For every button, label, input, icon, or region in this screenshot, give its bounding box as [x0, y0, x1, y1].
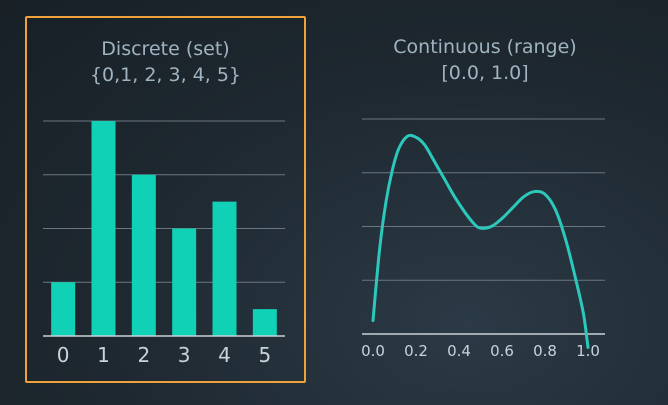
x-tick-label: 4 [218, 343, 231, 367]
x-tick-label: 5 [258, 343, 271, 367]
bar-2 [131, 174, 156, 336]
x-tick-label: 0.2 [404, 342, 428, 360]
bar-3 [172, 228, 197, 336]
density-curve [371, 133, 590, 349]
x-tick-label: 0.4 [447, 342, 471, 360]
continuous-line-chart: 0.0 0.2 0.4 0.6 0.8 1.0 [361, 118, 605, 360]
x-tick-label: 0 [57, 343, 70, 367]
continuous-chart-panel: Continuous (range) [0.0, 1.0] 0.0 0.2 0.4 0… [350, 16, 620, 383]
x-tick-label: 1.0 [576, 342, 600, 360]
continuous-chart-title: Continuous (range) [393, 36, 577, 58]
x-tick-label: 1 [97, 343, 110, 367]
bar-4 [212, 201, 237, 336]
bar-0 [51, 282, 76, 336]
discrete-chart-title: Discrete (set) [101, 38, 230, 60]
x-tick-label: 3 [178, 343, 191, 367]
discrete-bar-chart: 0 1 2 3 4 5 [43, 120, 285, 367]
x-tick-label: 0.6 [490, 342, 514, 360]
continuous-chart-subtitle: [0.0, 1.0] [441, 62, 529, 84]
discrete-chart-subtitle: {0,1, 2, 3, 4, 5} [89, 64, 242, 86]
discrete-chart-frame: Discrete (set) {0,1, 2, 3, 4, 5} 0 1 2 3 4 5 [25, 16, 306, 383]
x-tick-label: 2 [137, 343, 150, 367]
bar-1 [91, 121, 116, 336]
x-tick-label: 0.0 [361, 342, 385, 360]
bar-5 [252, 309, 277, 336]
x-tick-label: 0.8 [533, 342, 557, 360]
